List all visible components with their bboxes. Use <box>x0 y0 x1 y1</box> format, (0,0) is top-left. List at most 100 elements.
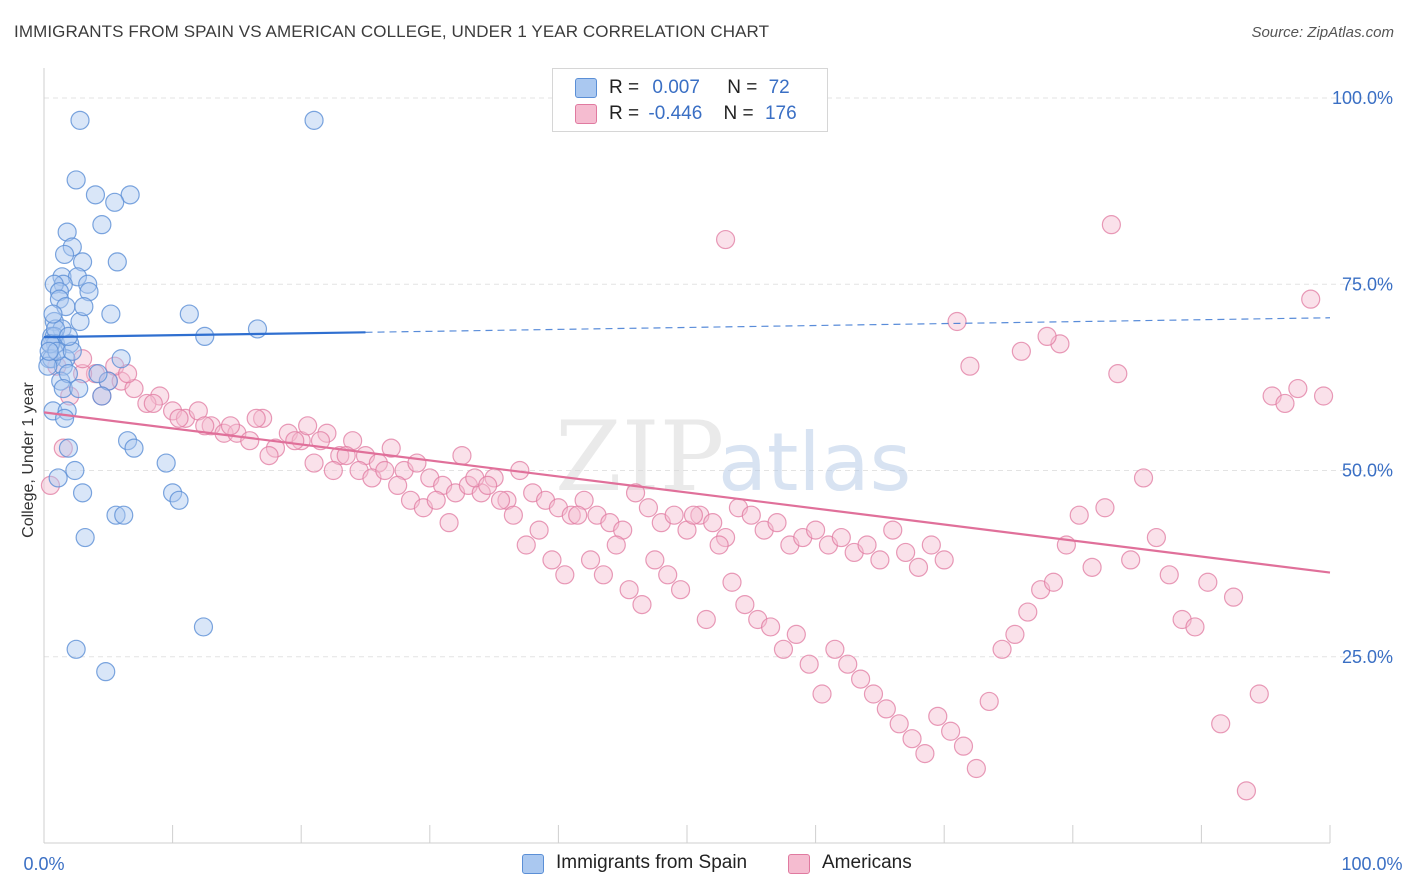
y-tick-label: 50.0% <box>1342 461 1393 481</box>
data-point-spain <box>70 110 90 130</box>
data-point-americans <box>1082 557 1102 577</box>
data-point-americans <box>72 364 93 384</box>
data-point-spain <box>78 274 98 294</box>
data-point-americans <box>773 639 794 659</box>
data-point-americans <box>555 565 575 585</box>
data-point-americans <box>169 408 189 428</box>
data-point-americans <box>285 431 305 451</box>
data-point-americans <box>503 505 523 525</box>
data-point-americans <box>966 758 986 779</box>
data-point-americans <box>838 654 858 674</box>
data-point-americans <box>799 654 819 674</box>
data-point-spain <box>62 341 82 361</box>
data-point-americans <box>953 736 974 756</box>
data-point-spain <box>72 252 93 272</box>
data-point-spain <box>54 244 75 265</box>
data-point-spain <box>54 408 75 428</box>
data-point-americans <box>812 684 832 704</box>
data-point-americans <box>40 475 61 495</box>
y-tick-label: 75.0% <box>1342 274 1393 294</box>
data-point-spain <box>124 438 144 458</box>
correlation-legend: R = 0.007 N = 72 R = -0.446 N = 176 <box>552 68 828 132</box>
data-point-americans <box>606 535 626 555</box>
data-point-spain <box>156 453 176 473</box>
data-point-americans <box>1288 378 1308 399</box>
legend-r-value: 0.007 <box>652 77 700 98</box>
data-point-americans <box>240 431 260 451</box>
data-point-americans <box>246 408 266 428</box>
data-point-americans <box>896 542 916 563</box>
data-point-americans <box>831 527 851 548</box>
data-point-spain <box>66 170 86 190</box>
legend-n-value: 176 <box>764 103 797 124</box>
data-point-americans <box>921 535 941 555</box>
data-point-spain <box>92 386 112 406</box>
data-point-spain <box>62 237 82 257</box>
tick-labels: 100.0% 75.0% 50.0% 25.0% 0.0% 100.0% <box>23 88 1402 874</box>
data-point-americans <box>760 617 781 637</box>
data-point-spain <box>79 282 99 302</box>
data-point-americans <box>72 349 93 369</box>
data-point-americans <box>928 706 948 726</box>
data-point-americans <box>870 550 890 570</box>
data-point-americans <box>220 416 241 436</box>
data-point-spain <box>114 505 134 525</box>
data-point-americans <box>265 438 286 458</box>
data-point-spain <box>304 110 324 130</box>
data-point-americans <box>1301 289 1321 309</box>
data-point-americans <box>619 580 639 600</box>
data-point-spain <box>66 639 86 659</box>
data-point-americans <box>1313 386 1334 406</box>
data-point-americans <box>259 446 279 466</box>
data-point-americans <box>298 416 318 436</box>
data-point-americans <box>863 684 884 704</box>
data-point-americans <box>1018 602 1038 622</box>
x-tick-label: 0.0% <box>23 854 64 874</box>
data-point-americans <box>851 669 871 689</box>
data-point-spain <box>247 319 268 339</box>
data-point-spain <box>47 341 67 361</box>
legend-n-value: 72 <box>768 77 790 98</box>
data-point-spain <box>69 378 89 399</box>
data-point-spain <box>106 505 126 525</box>
data-point-americans <box>1043 572 1064 592</box>
legend-n-label: N = <box>723 103 754 124</box>
axes <box>43 68 1331 844</box>
data-point-americans <box>317 423 337 443</box>
data-point-americans <box>478 475 498 495</box>
data-point-spain <box>40 334 61 354</box>
data-point-americans <box>645 550 665 570</box>
data-point-americans <box>741 505 761 525</box>
data-point-americans <box>593 565 614 585</box>
data-point-americans <box>1095 498 1115 518</box>
data-point-americans <box>889 714 909 734</box>
data-point-americans <box>934 550 954 570</box>
data-point-americans <box>1011 341 1031 361</box>
data-point-americans <box>1198 572 1218 592</box>
x-tick-label: 100.0% <box>1341 854 1402 874</box>
data-point-spain <box>92 215 112 235</box>
data-point-americans <box>439 513 459 533</box>
y-tick-label: 100.0% <box>1332 88 1393 108</box>
data-point-spain <box>120 185 140 205</box>
data-point-americans <box>381 438 401 458</box>
data-point-americans <box>715 229 736 250</box>
data-point-spain <box>85 185 106 205</box>
data-point-americans <box>1005 624 1025 645</box>
data-point-americans <box>902 729 922 749</box>
data-point-americans <box>992 639 1012 659</box>
trend-line-spain <box>43 331 366 339</box>
data-point-spain <box>105 192 125 212</box>
data-point-americans <box>658 565 678 585</box>
data-point-americans <box>767 513 787 533</box>
legend-series-label: Americans <box>822 852 912 873</box>
data-point-americans <box>683 505 704 525</box>
data-point-americans <box>632 594 652 615</box>
data-point-americans <box>1146 527 1166 548</box>
data-point-americans <box>876 699 896 719</box>
legend-series-label: Immigrants from Spain <box>556 852 748 873</box>
data-point-spain <box>107 252 127 272</box>
data-point-spain <box>39 341 59 361</box>
data-point-americans <box>1275 393 1295 414</box>
data-point-americans <box>1121 550 1141 570</box>
